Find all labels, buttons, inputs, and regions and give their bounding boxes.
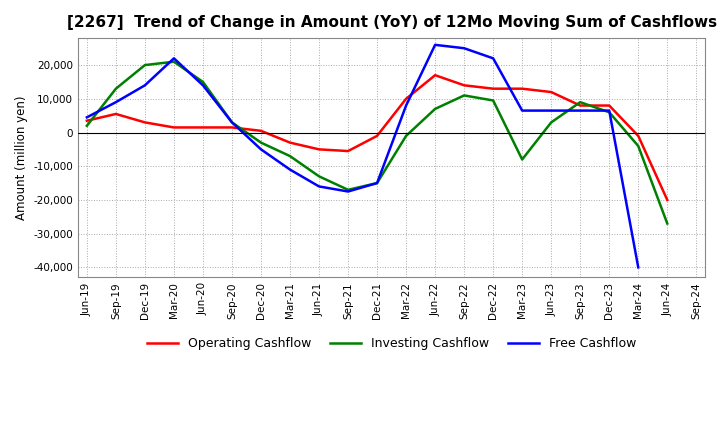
Free Cashflow — [199, 83, 207, 88]
Investing Cashflow — [518, 157, 526, 162]
Free Cashflow — [576, 108, 585, 113]
Title: [2267]  Trend of Change in Amount (YoY) of 12Mo Moving Sum of Cashflows: [2267] Trend of Change in Amount (YoY) o… — [66, 15, 716, 30]
Operating Cashflow — [547, 89, 556, 95]
Free Cashflow — [170, 56, 179, 61]
Operating Cashflow — [199, 125, 207, 130]
Line: Free Cashflow: Free Cashflow — [87, 45, 638, 268]
Operating Cashflow — [112, 111, 120, 117]
Line: Investing Cashflow: Investing Cashflow — [87, 62, 667, 224]
Free Cashflow — [518, 108, 526, 113]
Operating Cashflow — [663, 197, 672, 202]
Operating Cashflow — [373, 133, 382, 139]
Operating Cashflow — [83, 118, 91, 123]
Free Cashflow — [286, 167, 294, 172]
Operating Cashflow — [315, 147, 323, 152]
Investing Cashflow — [256, 140, 265, 145]
Free Cashflow — [402, 103, 410, 108]
Free Cashflow — [256, 147, 265, 152]
Operating Cashflow — [576, 103, 585, 108]
Operating Cashflow — [605, 103, 613, 108]
Investing Cashflow — [112, 86, 120, 92]
Investing Cashflow — [576, 99, 585, 105]
Operating Cashflow — [228, 125, 236, 130]
Investing Cashflow — [547, 120, 556, 125]
Investing Cashflow — [343, 187, 352, 192]
Free Cashflow — [634, 265, 642, 270]
Investing Cashflow — [286, 154, 294, 159]
Operating Cashflow — [140, 120, 149, 125]
Operating Cashflow — [518, 86, 526, 92]
Investing Cashflow — [373, 180, 382, 186]
Operating Cashflow — [431, 73, 439, 78]
Operating Cashflow — [286, 140, 294, 145]
Free Cashflow — [140, 83, 149, 88]
Operating Cashflow — [489, 86, 498, 92]
Operating Cashflow — [343, 148, 352, 154]
Free Cashflow — [112, 99, 120, 105]
Operating Cashflow — [402, 96, 410, 102]
Operating Cashflow — [460, 83, 469, 88]
Free Cashflow — [83, 115, 91, 120]
Investing Cashflow — [460, 93, 469, 98]
Free Cashflow — [489, 56, 498, 61]
Investing Cashflow — [634, 143, 642, 149]
Investing Cashflow — [663, 221, 672, 226]
Free Cashflow — [605, 108, 613, 113]
Investing Cashflow — [83, 123, 91, 128]
Investing Cashflow — [315, 174, 323, 179]
Investing Cashflow — [431, 106, 439, 112]
Investing Cashflow — [170, 59, 179, 64]
Y-axis label: Amount (million yen): Amount (million yen) — [15, 95, 28, 220]
Investing Cashflow — [228, 120, 236, 125]
Operating Cashflow — [256, 128, 265, 133]
Investing Cashflow — [489, 98, 498, 103]
Free Cashflow — [228, 120, 236, 125]
Investing Cashflow — [199, 79, 207, 84]
Line: Operating Cashflow: Operating Cashflow — [87, 75, 667, 200]
Free Cashflow — [547, 108, 556, 113]
Investing Cashflow — [605, 110, 613, 115]
Investing Cashflow — [140, 62, 149, 68]
Legend: Operating Cashflow, Investing Cashflow, Free Cashflow: Operating Cashflow, Investing Cashflow, … — [142, 332, 642, 355]
Free Cashflow — [315, 184, 323, 189]
Investing Cashflow — [402, 133, 410, 139]
Operating Cashflow — [170, 125, 179, 130]
Free Cashflow — [431, 42, 439, 48]
Free Cashflow — [460, 46, 469, 51]
Free Cashflow — [373, 180, 382, 186]
Operating Cashflow — [634, 133, 642, 139]
Free Cashflow — [343, 189, 352, 194]
